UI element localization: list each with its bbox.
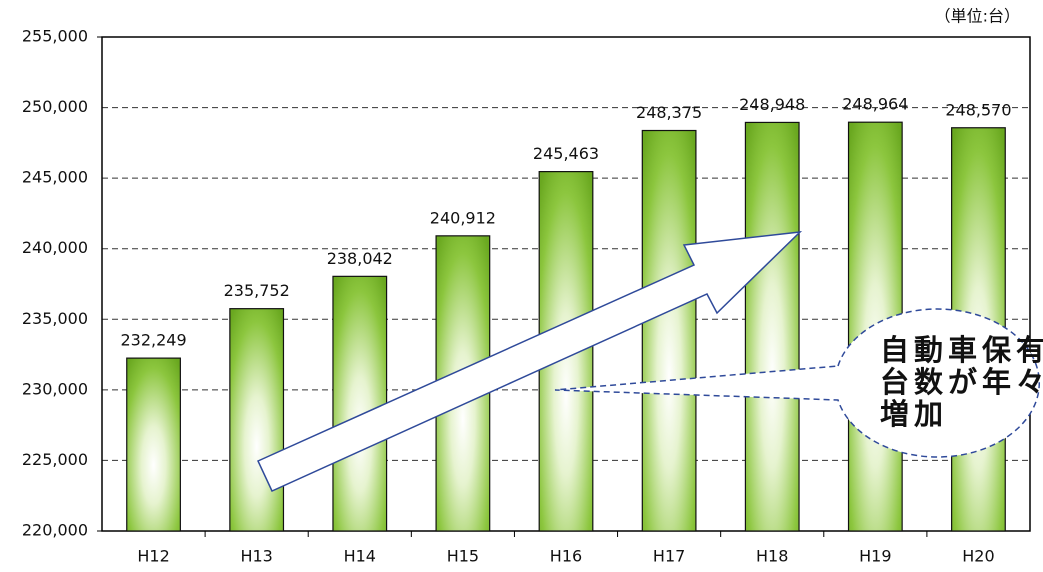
y-tick-label: 235,000 [22, 309, 88, 328]
bar [332, 275, 388, 532]
x-tick-label: H16 [550, 547, 582, 566]
bar [744, 121, 800, 532]
bar [126, 357, 181, 532]
data-label: 248,948 [739, 95, 805, 114]
data-label: 235,752 [224, 281, 290, 300]
y-tick-label: 250,000 [22, 97, 88, 116]
y-tick-label: 240,000 [22, 238, 88, 257]
x-tick-label: H13 [240, 547, 272, 566]
plot-area: 220,000 225,000 230,000 235,000 240,000 245,0… [22, 27, 1031, 566]
annotation: 自動車保有 [880, 333, 1043, 367]
bar [641, 129, 697, 532]
trend-arrow [256, 231, 803, 492]
data-label: 232,249 [120, 331, 186, 350]
callout [554, 308, 1040, 458]
data-label: 245,463 [533, 144, 599, 163]
x-tick-label: H19 [859, 547, 891, 566]
y-tick-label: 225,000 [22, 450, 88, 469]
x-tick-label: H18 [756, 547, 788, 566]
data-label: 248,570 [945, 100, 1011, 119]
annotation: 増加 [880, 397, 948, 431]
data-label: 248,375 [636, 103, 702, 122]
y-tick-label: 230,000 [22, 379, 88, 398]
data-label: 238,042 [327, 249, 393, 268]
x-tick-label: H17 [653, 547, 685, 566]
data-label: 240,912 [430, 208, 496, 227]
x-tick-label: H14 [344, 547, 376, 566]
x-tick-label: H12 [137, 547, 169, 566]
x-tick-label: H15 [447, 547, 479, 566]
x-tick-label: H20 [962, 547, 994, 566]
bar [229, 308, 285, 532]
y-tick-label: 255,000 [22, 27, 88, 46]
unit-note: （単位:台） [935, 7, 1020, 26]
y-tick-label: 220,000 [22, 521, 88, 540]
data-label: 248,964 [842, 95, 908, 114]
annotation: 台数が年々 [880, 365, 1043, 399]
y-tick-label: 245,000 [22, 168, 88, 187]
